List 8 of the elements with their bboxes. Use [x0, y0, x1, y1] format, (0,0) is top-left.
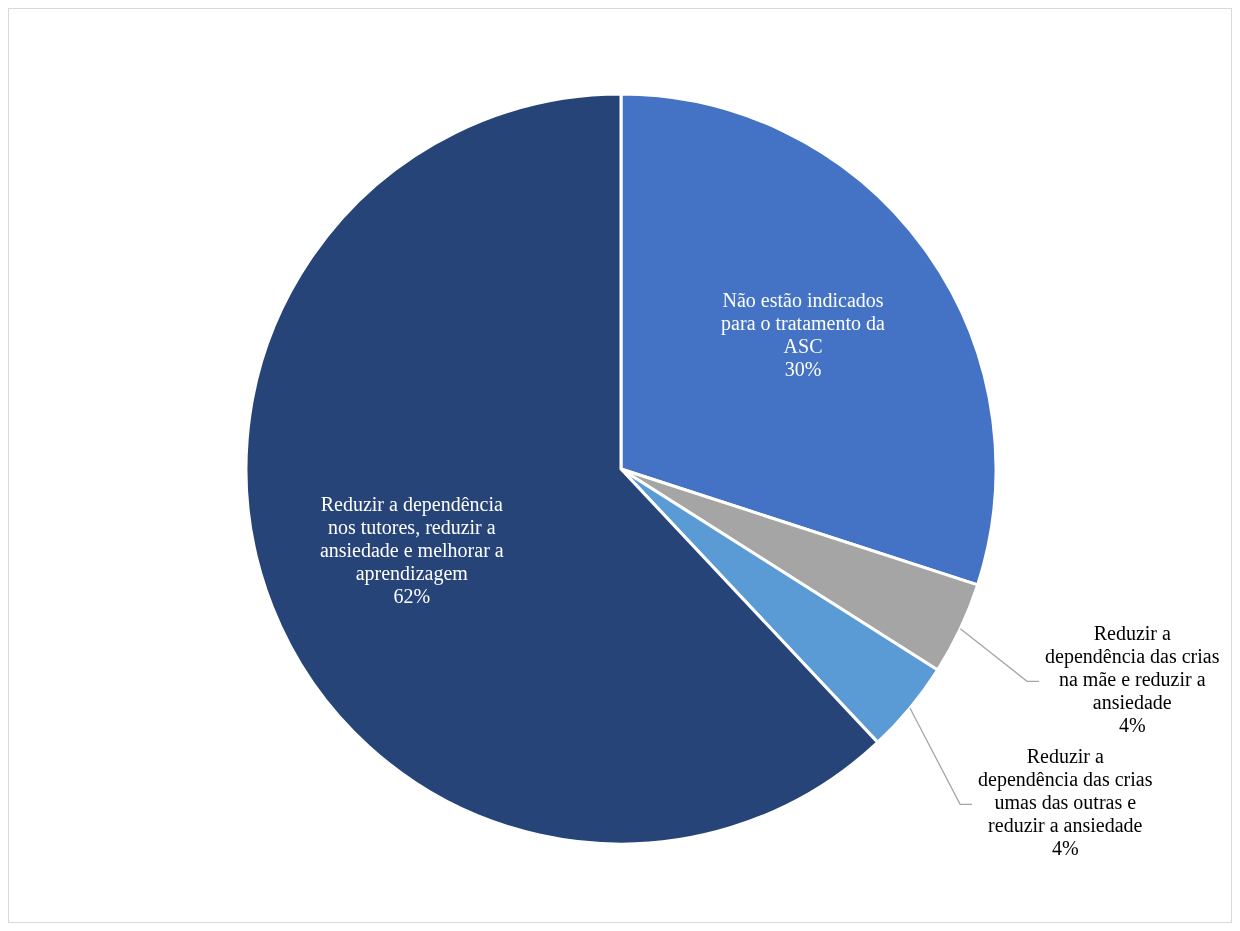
slice-label: Não estão indicados para o tratamento da ASC: [721, 288, 886, 357]
slice-label: Reduzir a dependência das crias umas das outras e reduzir a ansiedade: [978, 744, 1153, 836]
data-label: 4%: [1118, 713, 1146, 736]
slice-label: Reduzir a dependência das crias na mãe e reduzir a ansiedade: [1045, 621, 1220, 713]
data-label: 4%: [1051, 836, 1079, 859]
data-label: 62%: [393, 584, 431, 607]
slice-label: Reduzir a dependência nos tutores, reduzir a ansiedade e melhorar a aprendizagem: [319, 492, 504, 585]
data-label: 30%: [784, 357, 822, 380]
